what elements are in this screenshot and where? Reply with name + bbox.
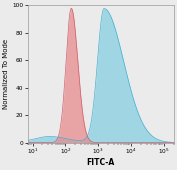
X-axis label: FITC-A: FITC-A bbox=[86, 158, 115, 167]
Y-axis label: Normalized To Mode: Normalized To Mode bbox=[4, 39, 10, 109]
